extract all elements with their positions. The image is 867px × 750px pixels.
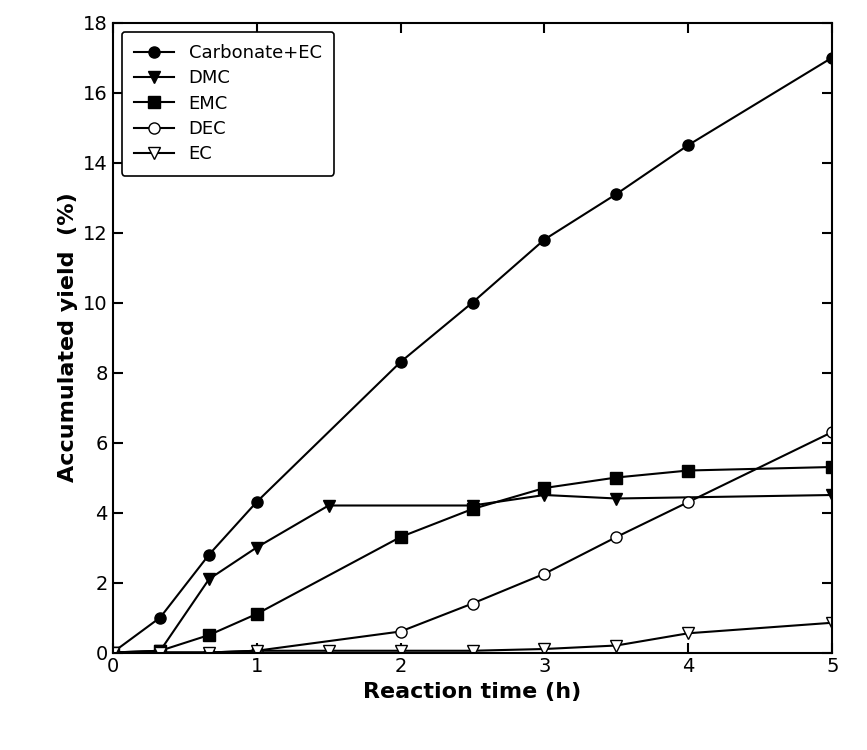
DMC: [204, 574, 214, 584]
Line: EMC: EMC: [108, 461, 838, 658]
DMC: [251, 543, 262, 552]
EC: [827, 618, 838, 627]
DMC: [539, 490, 550, 500]
Line: Carbonate+EC: Carbonate+EC: [108, 52, 838, 658]
EC: [611, 641, 622, 650]
EMC: [251, 610, 262, 619]
X-axis label: Reaction time (h): Reaction time (h): [363, 682, 582, 702]
DMC: [611, 494, 622, 503]
DEC: [683, 497, 694, 506]
EMC: [108, 648, 118, 657]
Carbonate+EC: [204, 550, 214, 559]
Carbonate+EC: [611, 190, 622, 199]
EC: [683, 628, 694, 638]
DMC: [467, 501, 478, 510]
EC: [204, 648, 214, 657]
EC: [108, 648, 118, 657]
EC: [539, 644, 550, 653]
EC: [155, 648, 166, 657]
EMC: [683, 466, 694, 475]
DEC: [827, 427, 838, 436]
EMC: [539, 484, 550, 493]
Legend: Carbonate+EC, DMC, EMC, DEC, EC: Carbonate+EC, DMC, EMC, DEC, EC: [121, 32, 334, 176]
DMC: [323, 501, 334, 510]
Carbonate+EC: [395, 358, 406, 367]
DEC: [108, 648, 118, 657]
EMC: [204, 631, 214, 640]
Carbonate+EC: [467, 298, 478, 307]
Carbonate+EC: [155, 613, 166, 622]
EC: [395, 646, 406, 656]
Carbonate+EC: [827, 53, 838, 62]
EMC: [611, 473, 622, 482]
DEC: [611, 532, 622, 542]
DMC: [827, 490, 838, 500]
Carbonate+EC: [539, 235, 550, 244]
Carbonate+EC: [683, 140, 694, 149]
DEC: [204, 648, 214, 657]
DMC: [108, 648, 118, 657]
Line: EC: EC: [108, 617, 838, 658]
EMC: [155, 646, 166, 656]
DEC: [155, 648, 166, 657]
DEC: [251, 646, 262, 656]
Carbonate+EC: [108, 648, 118, 657]
EC: [467, 646, 478, 656]
EC: [323, 646, 334, 656]
DEC: [395, 627, 406, 636]
Line: DEC: DEC: [108, 427, 838, 658]
DEC: [467, 599, 478, 608]
Y-axis label: Accumulated yield  (%): Accumulated yield (%): [57, 193, 77, 482]
EMC: [395, 532, 406, 542]
Line: DMC: DMC: [108, 490, 838, 658]
Carbonate+EC: [251, 497, 262, 506]
EMC: [827, 463, 838, 472]
EC: [251, 646, 262, 656]
DMC: [155, 646, 166, 656]
EMC: [467, 505, 478, 514]
DEC: [539, 569, 550, 578]
